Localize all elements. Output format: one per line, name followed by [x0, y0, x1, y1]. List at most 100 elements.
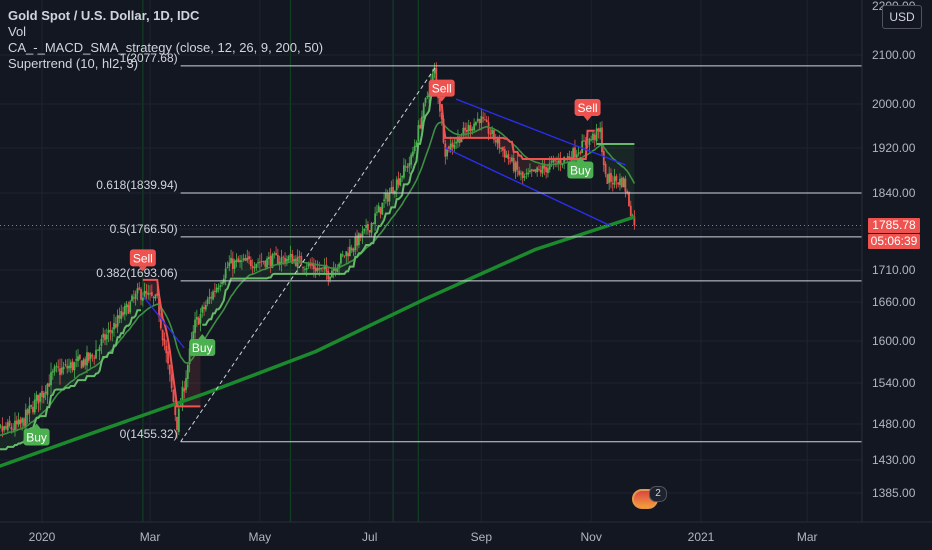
candle — [577, 146, 580, 157]
candle — [24, 403, 27, 429]
sell-signal-box — [428, 79, 455, 97]
alert-badge[interactable]: 2 — [632, 486, 667, 509]
candle-body — [446, 147, 449, 157]
candle — [8, 415, 11, 428]
candle — [595, 123, 598, 146]
candle-body — [165, 345, 168, 354]
candle — [147, 284, 150, 300]
candle-body — [460, 136, 463, 143]
candle-body — [264, 260, 267, 267]
price-tick-label: 1840.00 — [872, 186, 916, 200]
candle-body — [159, 317, 162, 329]
candle-body — [511, 157, 513, 162]
candle — [170, 369, 173, 392]
sell-signal: Sell — [574, 98, 601, 121]
candle — [235, 253, 238, 268]
candle-body — [249, 260, 252, 266]
candle-body — [213, 290, 216, 292]
macd-strategy-label[interactable]: CA_-_MACD_SMA_strategy (close, 12, 26, 9… — [8, 40, 324, 55]
candle — [150, 284, 153, 298]
candle — [80, 360, 83, 369]
candle-body — [339, 253, 342, 264]
candle — [176, 416, 178, 439]
candle — [408, 156, 411, 174]
candle-body — [410, 154, 413, 165]
candle-body — [248, 256, 250, 260]
candle-body — [141, 297, 144, 301]
candle-body — [240, 260, 243, 262]
candle-body — [543, 164, 546, 169]
candle — [484, 112, 486, 121]
candle — [86, 345, 88, 374]
candle — [275, 246, 277, 256]
candle-body — [26, 409, 29, 415]
candle — [258, 254, 261, 270]
candle-body — [253, 267, 256, 269]
candle-body — [561, 163, 564, 166]
candle-body — [577, 152, 580, 154]
candle-body — [365, 224, 367, 228]
candle — [514, 160, 517, 179]
candle — [579, 150, 582, 156]
candle-body — [48, 383, 51, 387]
candle — [413, 139, 416, 154]
candle-body — [494, 140, 497, 143]
candle — [206, 296, 209, 307]
candle — [100, 334, 103, 355]
candle — [78, 354, 81, 361]
candle — [23, 417, 25, 428]
candle-body — [453, 144, 456, 149]
candle-body — [314, 267, 317, 272]
candle — [239, 255, 241, 268]
candle — [251, 259, 254, 276]
candle-body — [602, 151, 605, 166]
candle — [521, 171, 524, 185]
candle-body — [397, 178, 400, 185]
candle-body — [242, 258, 245, 260]
candle — [172, 389, 175, 403]
candle-body — [194, 319, 196, 333]
candle-body — [597, 128, 600, 132]
candle-body — [622, 177, 625, 188]
candle — [138, 282, 141, 291]
candle-body — [109, 329, 112, 332]
candle — [489, 127, 492, 139]
candle — [163, 332, 166, 351]
volume-indicator-label[interactable]: Vol — [8, 24, 27, 39]
candle — [219, 281, 222, 292]
candle-body — [1, 426, 4, 432]
candle — [82, 357, 85, 368]
candle-body — [372, 223, 375, 225]
candle — [1, 417, 4, 438]
supertrend-label[interactable]: Supertrend (10, hl2, 3) — [8, 56, 139, 71]
channel-early-line — [142, 295, 185, 349]
candle — [120, 304, 123, 324]
candle — [149, 285, 151, 301]
candle-body — [50, 372, 52, 386]
candle-body — [403, 165, 405, 178]
candle — [370, 221, 373, 237]
candle — [266, 256, 268, 269]
candle — [105, 328, 108, 346]
symbol-title[interactable]: Gold Spot / U.S. Dollar, 1D, IDC — [8, 8, 200, 23]
candle-body — [629, 205, 632, 216]
candle-body — [19, 419, 22, 425]
candle-body — [332, 268, 335, 271]
candle-body — [287, 256, 290, 261]
candle-body — [215, 287, 218, 293]
candle-body — [502, 147, 504, 151]
candle — [552, 155, 555, 170]
candle-body — [302, 266, 304, 269]
candle-body — [125, 303, 128, 308]
fib-level-label: 0.5(1766.50) — [110, 222, 178, 236]
candle — [215, 283, 218, 294]
candle-body — [89, 353, 92, 359]
candle-body — [118, 315, 121, 319]
candle — [289, 245, 292, 262]
signal-label: Sell — [432, 82, 452, 96]
candle-body — [170, 374, 173, 389]
candle-body — [312, 264, 315, 270]
candle — [116, 309, 119, 334]
currency-button[interactable]: USD — [882, 5, 922, 29]
